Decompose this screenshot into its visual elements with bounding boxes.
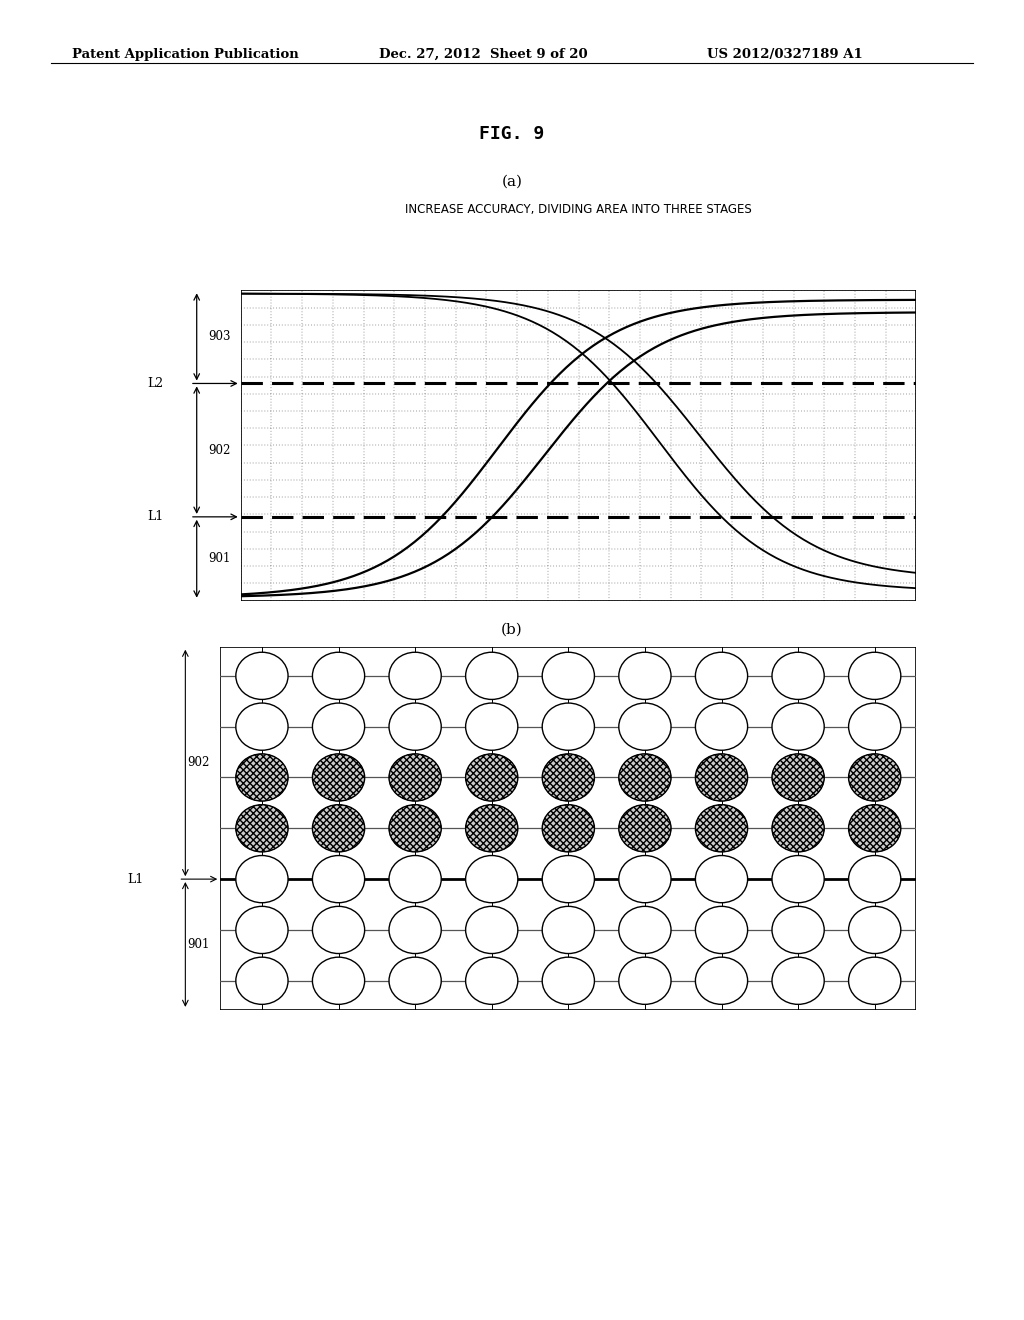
Ellipse shape: [543, 704, 594, 750]
Text: 902: 902: [208, 444, 230, 457]
Text: L2: L2: [147, 378, 164, 389]
Ellipse shape: [466, 652, 518, 700]
Text: FIG. 9: FIG. 9: [479, 125, 545, 144]
Text: INCREASE ACCURACY, DIVIDING AREA INTO THREE STAGES: INCREASE ACCURACY, DIVIDING AREA INTO TH…: [406, 203, 752, 216]
Ellipse shape: [389, 704, 441, 750]
Ellipse shape: [543, 754, 594, 801]
Ellipse shape: [772, 805, 824, 851]
Text: 902: 902: [187, 756, 210, 770]
Ellipse shape: [312, 652, 365, 700]
Text: 901: 901: [187, 939, 210, 950]
Ellipse shape: [695, 652, 748, 700]
Ellipse shape: [618, 957, 671, 1005]
Text: (a): (a): [502, 174, 522, 189]
Ellipse shape: [466, 907, 518, 953]
Ellipse shape: [466, 957, 518, 1005]
Text: 901: 901: [208, 552, 230, 565]
Ellipse shape: [849, 805, 901, 851]
Ellipse shape: [772, 855, 824, 903]
Text: Dec. 27, 2012  Sheet 9 of 20: Dec. 27, 2012 Sheet 9 of 20: [379, 48, 588, 61]
Text: (b): (b): [501, 623, 523, 638]
Ellipse shape: [543, 907, 594, 953]
Ellipse shape: [543, 652, 594, 700]
Ellipse shape: [236, 907, 288, 953]
Ellipse shape: [618, 704, 671, 750]
Ellipse shape: [389, 907, 441, 953]
Ellipse shape: [389, 855, 441, 903]
Ellipse shape: [772, 907, 824, 953]
Ellipse shape: [312, 907, 365, 953]
Text: US 2012/0327189 A1: US 2012/0327189 A1: [707, 48, 862, 61]
Ellipse shape: [618, 907, 671, 953]
Ellipse shape: [236, 805, 288, 851]
Ellipse shape: [849, 855, 901, 903]
Ellipse shape: [849, 907, 901, 953]
Ellipse shape: [849, 704, 901, 750]
Ellipse shape: [312, 704, 365, 750]
Ellipse shape: [466, 754, 518, 801]
Ellipse shape: [772, 957, 824, 1005]
Ellipse shape: [618, 754, 671, 801]
Ellipse shape: [618, 652, 671, 700]
Ellipse shape: [312, 957, 365, 1005]
Ellipse shape: [695, 754, 748, 801]
Ellipse shape: [695, 805, 748, 851]
Text: 903: 903: [208, 330, 230, 343]
Ellipse shape: [466, 855, 518, 903]
Ellipse shape: [849, 754, 901, 801]
Ellipse shape: [849, 957, 901, 1005]
Ellipse shape: [389, 754, 441, 801]
Ellipse shape: [236, 652, 288, 700]
Ellipse shape: [543, 855, 594, 903]
Text: L1: L1: [127, 873, 143, 886]
Ellipse shape: [389, 957, 441, 1005]
Text: L1: L1: [147, 511, 164, 523]
Ellipse shape: [466, 704, 518, 750]
Ellipse shape: [695, 704, 748, 750]
Ellipse shape: [236, 704, 288, 750]
Ellipse shape: [312, 754, 365, 801]
Ellipse shape: [236, 754, 288, 801]
Ellipse shape: [312, 805, 365, 851]
Ellipse shape: [543, 957, 594, 1005]
Ellipse shape: [695, 957, 748, 1005]
Ellipse shape: [695, 855, 748, 903]
Ellipse shape: [236, 855, 288, 903]
Ellipse shape: [849, 652, 901, 700]
Text: Patent Application Publication: Patent Application Publication: [72, 48, 298, 61]
Ellipse shape: [695, 907, 748, 953]
Ellipse shape: [772, 652, 824, 700]
Ellipse shape: [618, 805, 671, 851]
Ellipse shape: [618, 855, 671, 903]
Ellipse shape: [389, 805, 441, 851]
Ellipse shape: [543, 805, 594, 851]
Ellipse shape: [312, 855, 365, 903]
Ellipse shape: [466, 805, 518, 851]
Ellipse shape: [236, 957, 288, 1005]
Ellipse shape: [772, 704, 824, 750]
Ellipse shape: [389, 652, 441, 700]
Ellipse shape: [772, 754, 824, 801]
